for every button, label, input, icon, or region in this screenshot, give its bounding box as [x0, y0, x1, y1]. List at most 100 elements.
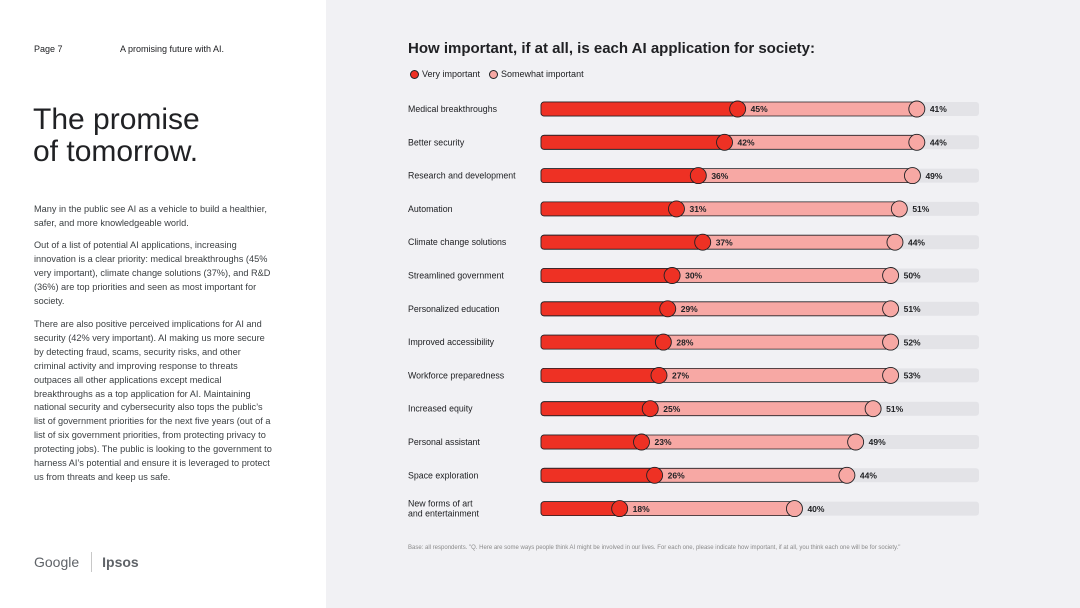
category-label: Space exploration	[408, 470, 479, 480]
bar-somewhat-marker	[908, 133, 926, 151]
bar-somewhat-value-label: 51%	[904, 304, 921, 314]
bar-very-value-label: 37%	[716, 237, 733, 247]
bar-very-value-label: 31%	[689, 204, 706, 214]
bar-very-value-label: 30%	[685, 271, 702, 281]
bar-somewhat-value-label: 52%	[904, 337, 921, 347]
category-label: and entertainment	[408, 509, 479, 519]
bar-somewhat-value-label: 44%	[860, 471, 877, 481]
legend-somewhat-label: Somewhat important	[501, 69, 584, 79]
category-label: Personalized education	[408, 304, 500, 314]
bar-very-important	[540, 367, 660, 383]
bar-somewhat-marker	[886, 233, 904, 251]
bar-somewhat-marker	[908, 100, 926, 118]
body-paragraph-3: There are also positive perceived implic…	[34, 319, 272, 482]
bar-somewhat-marker	[838, 466, 856, 484]
bar-somewhat-marker	[882, 333, 900, 351]
category-label: Medical breakthroughs	[408, 104, 498, 114]
bar-very-marker	[659, 300, 677, 318]
section-title: A promising future with AI.	[120, 44, 225, 54]
bar-very-important	[540, 301, 669, 317]
bar-very-important	[540, 234, 704, 250]
bar-very-value-label: 27%	[672, 371, 689, 381]
category-label: Workforce preparedness	[408, 370, 505, 380]
category-label: Climate change solutions	[408, 237, 507, 247]
bar-very-important	[540, 101, 739, 117]
chart-footnote: Base: all respondents. "Q. Here are some…	[408, 545, 901, 551]
bar-somewhat-marker	[786, 500, 803, 518]
bar-very-marker	[650, 366, 668, 384]
bar-very-marker	[716, 133, 733, 151]
bar-very-value-label: 18%	[633, 504, 650, 514]
bar-very-marker	[694, 233, 712, 251]
body-paragraph-2: Out of a list of potential AI applicatio…	[34, 240, 271, 306]
category-label: Better security	[408, 137, 465, 147]
bar-very-important	[540, 268, 673, 283]
bar-very-value-label: 28%	[676, 337, 693, 347]
bar-somewhat-value-label: 51%	[886, 404, 903, 414]
bar-somewhat-value-label: 53%	[904, 371, 921, 381]
left-panel: Page 7 A promising future with AI. The p…	[0, 0, 326, 608]
page-title-line-2: of tomorrow.	[33, 135, 199, 168]
legend-very-swatch	[410, 69, 419, 79]
ipsos-logo: Ipsos	[102, 554, 139, 570]
bar-somewhat-value-label: 40%	[807, 504, 824, 514]
bar-somewhat-marker	[847, 433, 865, 451]
category-label: Increased equity	[408, 404, 473, 414]
bar-very-important	[540, 434, 642, 450]
category-label: Improved accessibility	[408, 337, 495, 347]
bar-very-marker	[689, 167, 707, 185]
bar-very-marker	[646, 466, 664, 484]
page-title-line-1: The promise	[33, 103, 200, 136]
bar-very-marker	[729, 100, 747, 118]
chart-title: How important, if at all, is each AI app…	[408, 40, 816, 57]
bar-somewhat-value-label: 44%	[908, 237, 925, 247]
category-label: Personal assistant	[408, 437, 480, 447]
bar-somewhat-value-label: 49%	[869, 437, 886, 447]
bar-very-marker	[611, 500, 629, 518]
body-paragraph-1: Many in the public see AI as a vehicle t…	[34, 204, 267, 228]
logos: Google Ipsos	[34, 552, 139, 572]
bar-very-important	[540, 467, 656, 483]
bar-somewhat-value-label: 41%	[930, 104, 947, 114]
bar-very-important	[540, 334, 664, 350]
bar-somewhat-marker	[864, 400, 882, 418]
bar-somewhat-marker	[890, 200, 908, 218]
bar-very-value-label: 36%	[711, 171, 728, 181]
google-logo: Google	[34, 554, 80, 570]
bar-somewhat-marker	[882, 300, 900, 318]
bar-somewhat-marker	[882, 267, 900, 284]
bar-somewhat-value-label: 51%	[912, 204, 929, 214]
bar-very-value-label: 23%	[655, 437, 672, 447]
page-number: Page 7	[34, 44, 63, 54]
bar-very-important	[540, 201, 677, 217]
bar-very-value-label: 42%	[738, 138, 755, 148]
category-label: Streamlined government	[408, 271, 504, 281]
bar-very-value-label: 25%	[663, 404, 680, 414]
category-label: Automation	[408, 204, 453, 214]
bar-very-important	[540, 501, 621, 517]
legend-somewhat-important: Somewhat important	[489, 69, 584, 79]
bar-somewhat-marker	[904, 167, 921, 185]
bar-very-value-label: 26%	[668, 471, 685, 481]
bar-somewhat-value-label: 44%	[930, 138, 947, 148]
bar-very-important	[540, 168, 699, 184]
bar-very-marker	[663, 267, 681, 284]
logo-divider	[91, 552, 93, 572]
bar-very-important	[540, 134, 725, 150]
legend-very-important: Very important	[410, 69, 480, 79]
bar-very-value-label: 45%	[751, 104, 768, 114]
category-label: New forms of art	[408, 499, 473, 509]
bar-somewhat-value-label: 49%	[925, 171, 942, 181]
legend-very-label: Very important	[422, 69, 481, 79]
chart-legend: Very important Somewhat important	[410, 69, 593, 79]
legend-somewhat-swatch	[489, 69, 499, 79]
category-label: Research and development	[408, 171, 516, 181]
bar-very-value-label: 29%	[681, 304, 698, 314]
bar-somewhat-value-label: 50%	[904, 271, 921, 281]
page-title: The promise of tomorrow.	[33, 104, 200, 168]
bar-very-marker	[668, 200, 685, 218]
bar-very-important	[540, 401, 651, 417]
bar-somewhat-marker	[882, 366, 900, 384]
bar-very-marker	[641, 400, 659, 418]
